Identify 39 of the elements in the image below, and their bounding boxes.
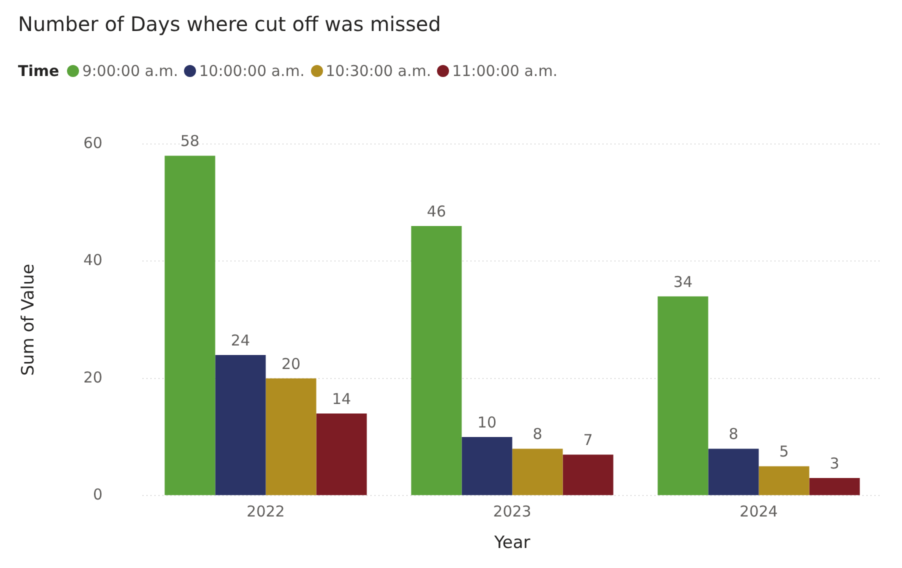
bar <box>462 437 512 496</box>
x-axis-title: Year <box>493 533 530 554</box>
data-label: 34 <box>673 272 692 291</box>
bar <box>164 156 216 496</box>
y-tick-label: 20 <box>83 368 102 386</box>
legend-label: 9:00:00 a.m. <box>82 62 178 80</box>
bar <box>758 466 810 496</box>
data-label: 14 <box>332 390 352 408</box>
bar <box>562 454 614 496</box>
bar <box>512 448 563 496</box>
legend-label: 10:00:00 a.m. <box>199 62 305 80</box>
y-tick-label: 60 <box>83 134 102 152</box>
legend-label: 10:30:00 a.m. <box>326 62 432 80</box>
data-label: 24 <box>230 331 250 350</box>
legend-title: Time <box>18 62 60 80</box>
x-tick-label: 2023 <box>493 502 532 520</box>
bar <box>215 354 266 496</box>
data-label: 58 <box>180 132 200 150</box>
bar <box>266 378 316 496</box>
bar <box>809 478 860 496</box>
chart-title: Number of Days where cut off was missed <box>18 12 441 36</box>
x-tick-label: 2024 <box>740 502 778 520</box>
data-label: 46 <box>426 202 446 220</box>
data-label: 7 <box>583 430 593 449</box>
data-label: 3 <box>830 454 840 472</box>
bar <box>658 296 708 496</box>
legend-label: 11:00:00 a.m. <box>452 62 558 80</box>
x-tick-label: 2022 <box>246 502 285 520</box>
bar <box>316 414 367 496</box>
data-label: 8 <box>728 425 738 444</box>
bar <box>411 226 462 496</box>
y-tick-label: 0 <box>92 485 102 504</box>
data-label: 5 <box>779 442 789 461</box>
bar <box>708 448 759 496</box>
data-label: 8 <box>532 425 542 444</box>
data-label: 20 <box>281 354 301 373</box>
data-label: 10 <box>477 413 497 432</box>
y-tick-label: 40 <box>83 251 102 270</box>
y-axis-title: Sum of Value <box>18 264 39 376</box>
